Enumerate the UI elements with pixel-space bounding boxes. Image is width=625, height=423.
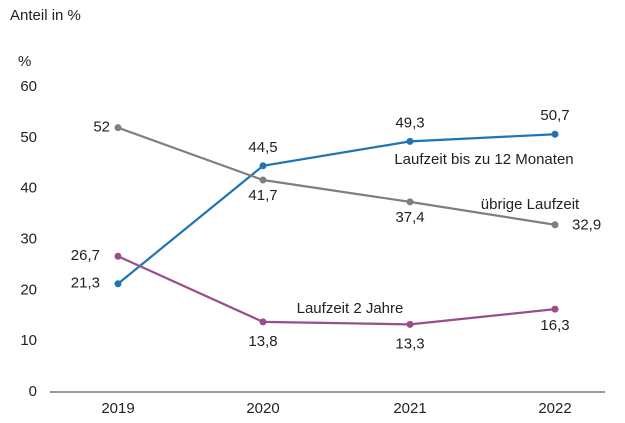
point [259,318,267,326]
y-tick-label: 30 [20,230,37,247]
y-tick-label: 40 [20,180,37,197]
y-tick-label: 10 [20,332,37,349]
value-label: 52 [93,119,110,136]
value-label: 21,3 [71,275,100,292]
point [406,198,414,206]
x-tick-label: 2020 [246,400,279,417]
value-label: 13,8 [248,333,277,350]
y-tick-label: 20 [20,281,37,298]
point [406,320,414,328]
y-tick-label: 0 [29,383,37,400]
y-tick-label: 60 [20,78,37,95]
point [259,162,267,170]
point [406,137,414,145]
value-label: 37,4 [395,209,424,226]
x-tick-label: 2021 [393,400,426,417]
value-label: 41,7 [248,187,277,204]
value-label: 32,9 [572,217,601,234]
value-label: 13,3 [395,335,424,352]
chart-title: Anteil in % [10,7,81,24]
line [117,126,556,226]
legend-label: Laufzeit bis zu 12 Monaten [394,151,573,168]
legend-label: übrige Laufzeit [481,196,580,213]
line [117,133,556,285]
value-label: 16,3 [540,317,569,334]
value-label: 50,7 [540,107,569,124]
point [114,124,122,132]
line [117,255,556,326]
point [259,176,267,184]
value-label: 44,5 [248,139,277,156]
y-tick-label: 50 [20,129,37,146]
value-label: 26,7 [71,247,100,264]
point [114,280,122,288]
value-label: 49,3 [395,114,424,131]
x-tick-label: 2019 [101,400,134,417]
point [551,130,559,138]
point [114,252,122,260]
x-tick-label: 2022 [538,400,571,417]
y-axis-label: % [18,53,31,70]
point [551,305,559,313]
legend-label: Laufzeit 2 Jahre [297,300,404,317]
point [551,221,559,229]
